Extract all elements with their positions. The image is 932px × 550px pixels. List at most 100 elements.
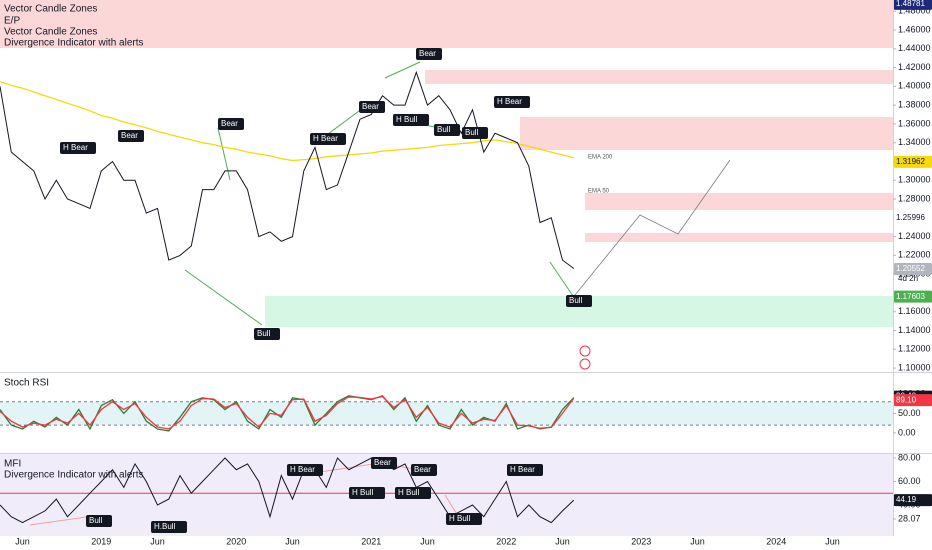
line — [0, 395, 575, 430]
price-label: 1.20552 — [896, 264, 925, 273]
ema-label: EMA 200 — [588, 155, 613, 161]
x-tick-label: 2023 — [631, 536, 651, 546]
y-tick-label: 1.40000 — [898, 81, 931, 91]
price-label-bg — [894, 0, 932, 10]
value-label-bg — [894, 394, 932, 407]
indicator-title: Vector Candle Zones — [4, 4, 97, 15]
x-tick-label: Jun — [555, 536, 570, 546]
signal-label: H Bear — [290, 465, 315, 474]
x-tick-label: Jun — [690, 536, 705, 546]
ema-label: EMA 50 — [588, 189, 610, 195]
signal-bg — [359, 101, 385, 113]
signal-bg — [310, 133, 346, 145]
signal-label: H Bull — [352, 488, 374, 497]
price-label: 1.31962 — [896, 157, 925, 166]
y-tick-label: 0.00 — [898, 427, 916, 437]
signal-label: Bull — [437, 125, 451, 134]
price-label: 1.25996 — [896, 213, 925, 222]
y-tick-label: 1.22000 — [898, 250, 931, 260]
panel-title: MFI — [4, 459, 21, 470]
price-label-bg — [894, 211, 932, 224]
signal-label: H Bear — [497, 97, 522, 106]
y-tick-label: 1.46000 — [898, 24, 931, 34]
divergence-lines — [184, 61, 574, 326]
y-tick-label: 80.00 — [898, 452, 921, 462]
signal-label: H Bear — [313, 134, 338, 143]
y-tick-label: 1.48000 — [898, 6, 931, 16]
y-tick-label: 1.36000 — [898, 118, 931, 128]
supply-zone — [585, 233, 893, 242]
x-tick-label: Jun — [825, 536, 840, 546]
y-tick-label: 28.07 — [898, 513, 921, 523]
signal-bg — [60, 142, 96, 154]
signal-bg — [254, 328, 280, 340]
signal-bg — [462, 127, 488, 139]
signal-bg — [86, 515, 112, 527]
x-tick-label: 2021 — [361, 536, 381, 546]
value-label: 44.19 — [896, 495, 917, 504]
x-tick-label: 2019 — [91, 536, 111, 546]
y-tick-label: 1.12000 — [898, 344, 931, 354]
y-tick-label: 1.30000 — [898, 175, 931, 185]
supply-zone — [425, 70, 893, 84]
event-icon — [579, 345, 591, 357]
signal-label: Bear — [221, 119, 238, 128]
y-tick-label: 60.00 — [898, 476, 921, 486]
y-tick-label: 1.44000 — [898, 43, 931, 53]
y-tick-label: 1.38000 — [898, 100, 931, 110]
signal-bg — [393, 114, 429, 126]
supply-zone — [520, 117, 893, 150]
signal-bg — [287, 464, 323, 476]
signal-label: Bear — [121, 131, 138, 140]
signal-bg — [446, 513, 482, 525]
line — [0, 70, 575, 269]
supply-zone — [585, 193, 893, 210]
panel-title: Stoch RSI — [4, 378, 49, 389]
price-label-bg — [894, 290, 932, 303]
price-label: 1.17603 — [896, 292, 925, 301]
price-label-bg — [894, 262, 932, 275]
value-label-bg — [894, 494, 932, 507]
y-tick-label: 50.00 — [898, 408, 921, 418]
signal-label: H Bear — [63, 143, 88, 152]
signal-label: H Bull — [398, 488, 420, 497]
signal-bg — [494, 96, 530, 108]
band — [0, 401, 893, 426]
signal-label: Bear — [414, 465, 431, 474]
signal-label: H Bull — [396, 115, 418, 124]
signal-label: Bull — [257, 329, 271, 338]
y-tick-label: 1.34000 — [898, 137, 931, 147]
price-label: 1.48781 — [896, 0, 925, 8]
y-tick-label: 1.28000 — [898, 193, 931, 203]
supply-zone — [0, 0, 893, 48]
indicator-title: Divergence Indicator with alerts — [4, 38, 144, 49]
x-tick-label: 2024 — [766, 536, 786, 546]
y-tick-label: 1.14000 — [898, 325, 931, 335]
signal-bg — [416, 48, 442, 60]
panel-subtitle: Divergence Indicator with alerts — [4, 470, 144, 481]
signal-label: H Bear — [510, 465, 535, 474]
signal-label: Bear — [419, 49, 436, 58]
signal-bg — [434, 124, 460, 136]
signal-bg — [118, 130, 144, 142]
signal-bg — [218, 118, 244, 130]
y-tick-label: 1.10000 — [898, 362, 931, 372]
x-tick-label: Jun — [420, 536, 435, 546]
x-tick-label: Jun — [285, 536, 300, 546]
indicator-title: Vector Candle Zones — [4, 27, 97, 38]
signal-bg — [507, 464, 543, 476]
countdown: 4d 2h — [898, 274, 918, 283]
zones — [0, 0, 893, 536]
x-tick-label: Jun — [15, 536, 30, 546]
y-tick-label: 1.24000 — [898, 231, 931, 241]
signal-bg — [395, 487, 431, 499]
y-tick-label: 1.16000 — [898, 306, 931, 316]
projection — [574, 159, 731, 296]
signal-label: H.Bull — [154, 522, 176, 531]
signal-label: Bull — [465, 128, 479, 137]
signal-bg — [151, 521, 187, 533]
signal-label: Bear — [362, 102, 379, 111]
x-tick-label: Jun — [150, 536, 165, 546]
signal-label: Bear — [374, 458, 391, 467]
signal-bg — [566, 295, 592, 307]
